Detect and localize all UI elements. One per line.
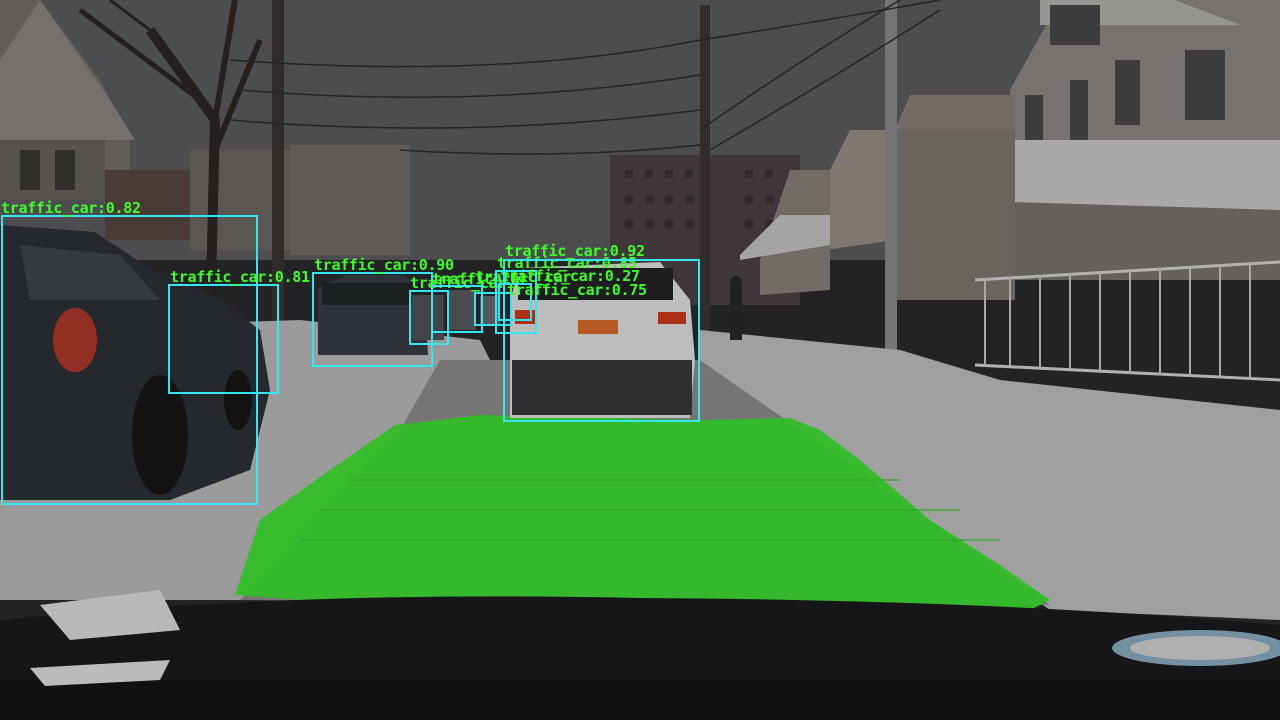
detection-label: traffic_car:0.92	[505, 242, 645, 260]
detection-box-car	[495, 270, 537, 334]
detection-label: traffic_car:0.75	[507, 281, 647, 299]
detection-label: traffic_car:0.27	[500, 267, 640, 285]
detection-box-car	[498, 283, 532, 321]
detection-box-car	[168, 284, 279, 394]
detection-label: traffic_car	[475, 268, 572, 286]
detection-box-car	[431, 285, 483, 333]
detection-label: traffic_car:0.82	[1, 199, 141, 217]
detection-box-car	[1, 215, 258, 505]
detection-box-car	[474, 292, 512, 326]
drivable-area-mask	[235, 415, 1050, 610]
detection-box-car	[503, 259, 700, 422]
detection-label: traffic_car:0.81	[170, 268, 310, 286]
detection-box-car	[409, 290, 449, 345]
detection-label: traffic_car:0.90	[314, 256, 454, 274]
